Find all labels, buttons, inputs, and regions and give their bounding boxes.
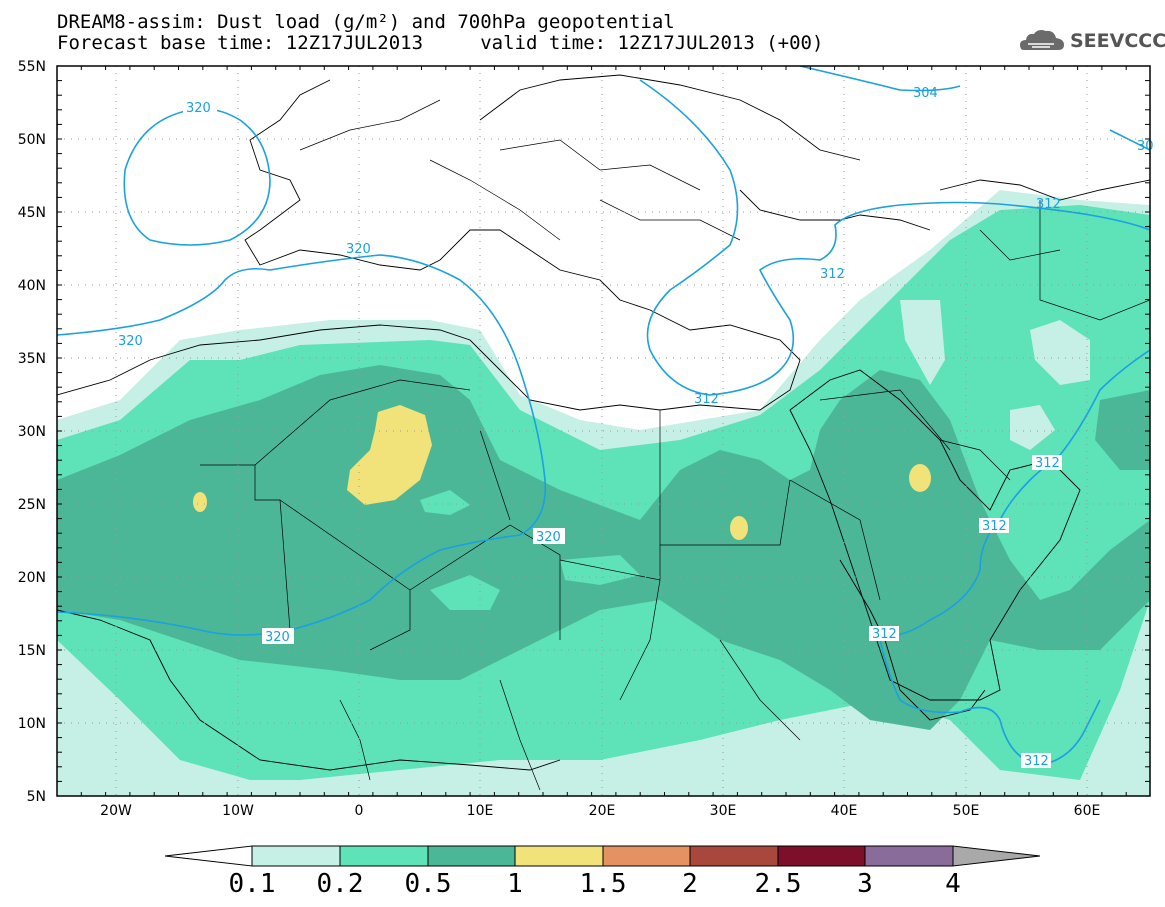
contour-label: 312: [982, 519, 1007, 534]
colorbar: [164, 845, 1041, 867]
dust-band-1.0: [730, 516, 748, 540]
lon-label: 30E: [710, 803, 737, 819]
colorbar-high-arrow: [952, 845, 1041, 867]
colorbar-label: 1: [507, 869, 523, 899]
cloud-icon: [1020, 30, 1064, 50]
colorbar-label: 4: [945, 869, 961, 899]
seevccc-logo-text: SEEVCCC: [1070, 30, 1165, 52]
gridlines: [57, 66, 1150, 796]
colorbar-low-arrow: [164, 845, 253, 867]
contour-label: 320: [536, 530, 561, 545]
colorbar-swatch: [427, 845, 516, 867]
colorbar-label: 0.1: [228, 869, 276, 899]
dust-hole-mid: [560, 555, 640, 585]
contour-label: 312: [694, 392, 719, 407]
colorbar-swatch: [251, 845, 341, 867]
lat-label: 55N: [18, 59, 46, 75]
lon-label: 10E: [467, 803, 494, 819]
contour-label: 312: [820, 267, 845, 282]
lon-label: 60E: [1074, 803, 1101, 819]
dust-band-1.0: [347, 405, 432, 505]
colorbar-label: 0.2: [316, 869, 364, 899]
colorbar-swatch: [864, 845, 954, 867]
dust-hole-mid: [430, 575, 500, 610]
contour-label: 312: [872, 627, 897, 642]
country-borders: [200, 99, 1150, 791]
lat-label: 40N: [18, 278, 46, 294]
dust-band-0.5-east: [1095, 390, 1150, 470]
contour-label: 320: [118, 334, 143, 349]
contour-label: 312: [1035, 456, 1060, 471]
lon-label: 0: [355, 803, 364, 819]
lat-label: 30N: [18, 424, 46, 440]
lat-label: 50N: [18, 132, 46, 148]
colorbar-swatch: [689, 845, 779, 867]
dust-hole-light: [900, 300, 945, 385]
dust-hole-mid: [420, 490, 470, 515]
lat-label: 25N: [18, 497, 46, 513]
colorbar-label: 0.5: [404, 869, 452, 899]
colorbar-label: 2: [682, 869, 698, 899]
contour-labels: 320 320 320 320 320 304 312 312 312 312 …: [118, 86, 1154, 769]
dust-band-1.0: [909, 464, 931, 492]
lat-label: 20N: [18, 570, 46, 586]
colorbar-swatch: [602, 845, 691, 867]
dust-hole-light: [1010, 405, 1055, 450]
chart-title-line2: Forecast base time: 12Z17JUL2013 valid t…: [57, 32, 824, 54]
lon-label: 20W: [100, 803, 132, 819]
lon-label: 40E: [831, 803, 858, 819]
contour-label: 320: [186, 101, 211, 116]
contour-label: 320: [346, 242, 371, 257]
lon-label: 10W: [222, 803, 254, 819]
chart-title-line1: DREAM8-assim: Dust load (g/m²) and 700hP…: [57, 11, 675, 33]
contour-label: 30: [1137, 139, 1154, 154]
dust-band-1.0: [193, 492, 207, 512]
lat-label: 35N: [18, 351, 46, 367]
lon-labels: 20W 10W 0 10E 20E 30E 40E 50E 60E: [100, 803, 1100, 819]
contour-label: 312: [1036, 197, 1061, 212]
lat-label: 5N: [27, 789, 46, 805]
lat-label: 15N: [18, 643, 46, 659]
colorbar-swatch: [339, 845, 429, 867]
lon-label: 20E: [589, 803, 616, 819]
dust-hole-light: [1030, 320, 1090, 385]
tick-marks: [56, 65, 1150, 796]
colorbar-label: 1.5: [579, 869, 627, 899]
lat-label: 10N: [18, 716, 46, 732]
lat-label: 45N: [18, 205, 46, 221]
colorbar-swatch: [777, 845, 866, 867]
contour-label: 304: [913, 86, 938, 101]
contour-label: 312: [1024, 754, 1049, 769]
contour-label: 320: [265, 630, 290, 645]
lon-label: 50E: [953, 803, 980, 819]
colorbar-swatch: [514, 845, 604, 867]
colorbar-label: 3: [857, 869, 873, 899]
lat-labels: 55N 50N 45N 40N 35N 30N 25N 20N 15N 10N …: [18, 59, 46, 805]
dust-field: [57, 190, 1150, 796]
colorbar-label: 2.5: [754, 869, 802, 899]
